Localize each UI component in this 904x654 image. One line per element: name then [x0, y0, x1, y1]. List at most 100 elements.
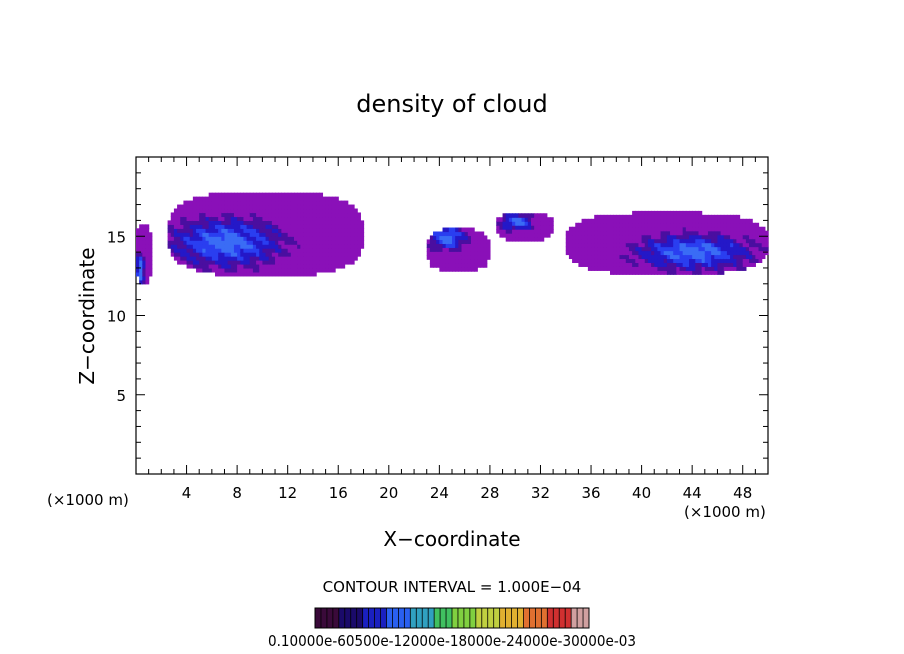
x-tick-label: 4	[182, 484, 192, 502]
cloud-cell	[660, 254, 665, 260]
cloud-cell	[281, 252, 286, 257]
cloud-cell	[651, 258, 655, 264]
cloud-cell	[613, 242, 617, 248]
cloud-cell	[651, 210, 655, 216]
cloud-cell	[695, 210, 700, 216]
cloud-cell	[350, 240, 355, 245]
cloud-cell	[666, 230, 671, 236]
cloud-cell	[619, 262, 624, 267]
cloud-cell	[290, 200, 295, 206]
cloud-cell	[202, 220, 207, 225]
cloud-cell	[221, 244, 226, 249]
cloud-cell	[701, 262, 706, 267]
cloud-cell	[240, 240, 245, 245]
cloud-cell	[300, 252, 305, 257]
cloud-cell	[290, 208, 295, 214]
cloud-cell	[657, 262, 662, 267]
cloud-cell	[309, 224, 314, 229]
cloud-cell	[733, 222, 737, 228]
cloud-cell	[259, 208, 263, 214]
cloud-cell	[502, 217, 507, 222]
cloud-cell	[749, 258, 753, 264]
colorbar-swatch	[368, 608, 375, 628]
cloud-cell	[673, 234, 677, 240]
cloud-cell	[739, 234, 744, 240]
cloud-cell	[233, 240, 238, 245]
cloud-cell	[360, 232, 365, 237]
cloud-cell	[603, 258, 608, 264]
cloud-cell	[189, 200, 194, 206]
cloud-cell	[707, 238, 712, 244]
cloud-cell	[262, 216, 267, 221]
cloud-cell	[278, 260, 282, 265]
cloud-cell	[470, 259, 475, 264]
cloud-cell	[635, 214, 640, 220]
cloud-cell	[666, 262, 671, 267]
cloud-cell	[145, 244, 150, 249]
cloud-cell	[616, 230, 621, 236]
cloud-cell	[211, 200, 216, 206]
cloud-cell	[256, 263, 260, 269]
cloud-cell	[306, 204, 311, 210]
cloud-cell	[196, 252, 200, 257]
cloud-cell	[325, 200, 330, 206]
cloud-cell	[572, 254, 576, 260]
cloud-cell	[262, 252, 267, 257]
cloud-cell	[698, 250, 703, 256]
cloud-cell	[673, 218, 677, 224]
cloud-cell	[527, 233, 532, 238]
cloud-cell	[284, 263, 289, 269]
colorbar-swatch	[404, 608, 411, 628]
cloud-cell	[603, 250, 608, 256]
cloud-cell	[189, 244, 194, 249]
cloud-cell	[689, 242, 693, 248]
cloud-cell	[237, 212, 241, 218]
cloud-cell	[676, 254, 681, 260]
cloud-cell	[145, 232, 150, 237]
cloud-cell	[704, 234, 709, 240]
cloud-cell	[218, 232, 222, 237]
cloud-cell	[224, 200, 229, 206]
cloud-cell	[275, 240, 279, 245]
cloud-cell	[218, 228, 222, 233]
cloud-cell	[581, 226, 586, 232]
cloud-cell	[249, 263, 254, 269]
cloud-cell	[252, 240, 257, 245]
cloud-cell	[682, 270, 687, 275]
cloud-cell	[192, 252, 197, 257]
cloud-cell	[436, 255, 440, 260]
cloud-cell	[290, 224, 295, 229]
cloud-cell	[644, 218, 649, 224]
cloud-cell	[739, 258, 744, 264]
cloud-cell	[294, 244, 298, 249]
cloud-cell	[635, 238, 640, 244]
cloud-cell	[309, 228, 314, 233]
cloud-cell	[695, 258, 700, 264]
cloud-cell	[452, 235, 456, 241]
cloud-cell	[433, 247, 437, 252]
cloud-cell	[341, 228, 346, 233]
cloud-cell	[145, 267, 150, 273]
cloud-cell	[707, 266, 712, 271]
cloud-cell	[587, 258, 592, 264]
cloud-cell	[739, 226, 744, 232]
cloud-cell	[341, 200, 346, 206]
cloud-cell	[720, 250, 725, 256]
cloud-cell	[290, 256, 295, 261]
cloud-cell	[758, 226, 763, 232]
cloud-cell	[610, 254, 614, 260]
cloud-cell	[205, 224, 210, 229]
cloud-cell	[745, 218, 750, 224]
cloud-cell	[632, 242, 636, 248]
cloud-cell	[189, 208, 194, 214]
cloud-cell	[294, 271, 298, 277]
cloud-cell	[256, 208, 260, 214]
cloud-cell	[723, 258, 728, 264]
cloud-cell	[316, 212, 320, 218]
cloud-cell	[619, 242, 624, 248]
cloud-cell	[452, 255, 456, 260]
cloud-cell	[726, 234, 731, 240]
cloud-cell	[252, 260, 257, 265]
cloud-cell	[689, 262, 693, 267]
cloud-cell	[322, 256, 327, 261]
